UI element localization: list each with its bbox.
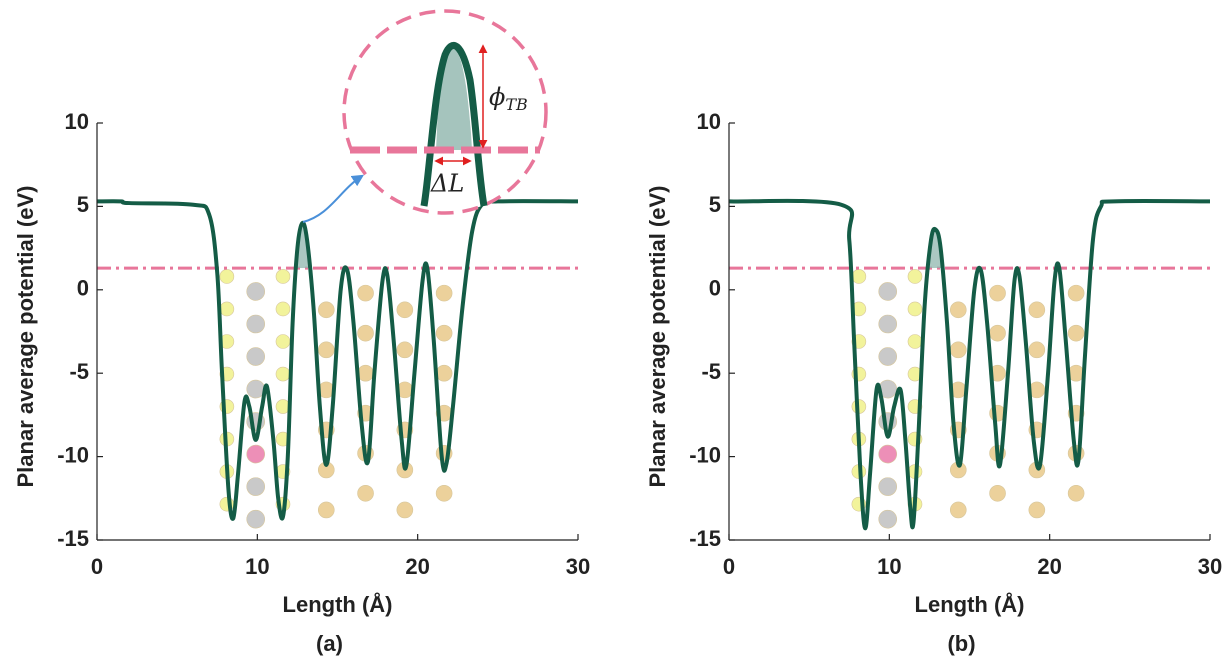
atom (435, 364, 453, 382)
atom (246, 347, 266, 366)
atom (275, 269, 291, 284)
atom (878, 347, 898, 366)
atom (989, 484, 1006, 502)
atom (357, 324, 374, 342)
atom (275, 366, 291, 382)
atom (435, 484, 453, 502)
x-tick-label: 0 (91, 554, 103, 579)
atoms (851, 269, 1085, 529)
atom (357, 364, 374, 382)
atoms (219, 269, 453, 529)
atom (435, 284, 453, 302)
atom (851, 269, 867, 284)
caption: (b) (947, 631, 975, 656)
y-tick-label: -5 (701, 359, 721, 384)
atom (246, 282, 266, 301)
zoom-inset: ϕTB ΔL (342, 9, 548, 215)
zoom-arrow (302, 174, 365, 223)
y-tick-label: 5 (77, 192, 89, 217)
caption: (a) (316, 631, 343, 656)
y-tick-label: 0 (709, 276, 721, 301)
atom (949, 301, 967, 319)
y-tick-label: 5 (709, 192, 721, 217)
atom (989, 324, 1006, 342)
x-tick-label: 30 (566, 554, 590, 579)
atom (907, 334, 923, 349)
atom (246, 314, 266, 334)
atom (907, 301, 923, 317)
annotation: ΔL (430, 170, 464, 198)
y-tick-label: 0 (77, 276, 89, 301)
atom (246, 509, 266, 529)
y-tick-label: -10 (57, 442, 89, 467)
y-tick-label: -10 (689, 442, 721, 467)
atom (878, 314, 898, 334)
annotation: ϕTB (489, 83, 528, 114)
annotation-symbol: ϕ (489, 83, 505, 111)
x-tick-label: 20 (1037, 554, 1061, 579)
x-tick-label: 10 (877, 554, 901, 579)
atom (1067, 324, 1085, 342)
atom (246, 444, 266, 464)
x-axis-label: Length (Å) (915, 591, 1025, 617)
atom (246, 477, 266, 496)
x-axis-label: Length (Å) (283, 591, 393, 617)
y-tick-label: -15 (689, 526, 721, 551)
atom (396, 341, 414, 359)
atom (1028, 301, 1046, 319)
atom (878, 444, 898, 464)
atom (396, 301, 414, 319)
atom (317, 501, 335, 519)
y-tick-label: 10 (65, 109, 89, 134)
x-tick-label: 0 (723, 554, 735, 579)
atom (878, 477, 898, 496)
atom (396, 501, 414, 519)
y-tick-label: -5 (69, 359, 89, 384)
y-axis-label: Planar average potential (eV) (13, 186, 38, 488)
atom (878, 282, 898, 301)
atom (1028, 501, 1046, 519)
atom (357, 484, 374, 502)
line (96, 199, 579, 521)
atom (1067, 484, 1085, 502)
x-tick-label: 20 (405, 554, 429, 579)
atom (317, 341, 335, 359)
atom (1028, 341, 1046, 359)
atom (1067, 284, 1085, 302)
y-axis-label: Planar average potential (eV) (645, 186, 670, 488)
atom (219, 269, 235, 284)
atom (357, 284, 374, 302)
atom (949, 501, 967, 519)
y-tick-label: -15 (57, 526, 89, 551)
x-tick-label: 10 (245, 554, 269, 579)
atom (275, 334, 291, 349)
atom (275, 301, 291, 317)
atom (907, 269, 923, 284)
atom (317, 301, 335, 319)
inset-fill (436, 47, 472, 150)
annotation-subscript: TB (505, 95, 528, 114)
line (728, 198, 1211, 531)
atom (989, 284, 1006, 302)
x-tick-label: 30 (1198, 554, 1222, 579)
atom (878, 509, 898, 529)
atom (219, 301, 235, 317)
atom (435, 324, 453, 342)
atom (949, 341, 967, 359)
y-tick-label: 10 (697, 109, 721, 134)
